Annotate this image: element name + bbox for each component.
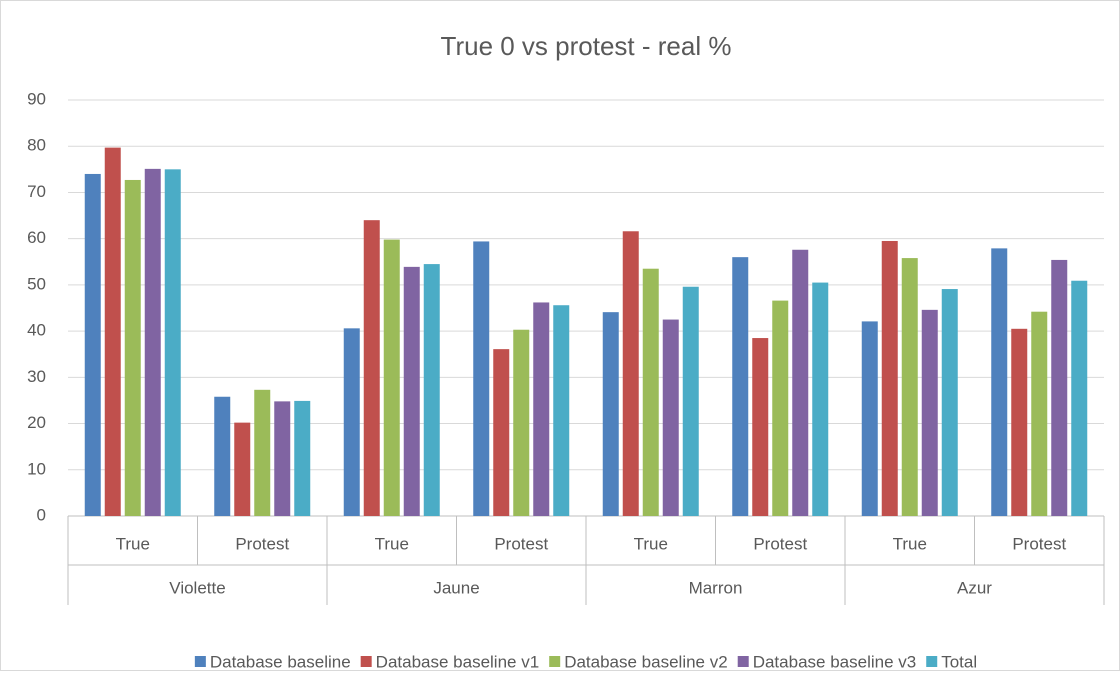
bar bbox=[473, 241, 490, 516]
y-tick-label: 20 bbox=[27, 413, 46, 432]
y-tick-label: 0 bbox=[37, 505, 46, 524]
x-tick-label: Protest bbox=[235, 534, 289, 553]
bar bbox=[642, 268, 659, 516]
bar bbox=[363, 220, 380, 516]
bar bbox=[84, 173, 101, 516]
bar bbox=[602, 312, 619, 516]
bar bbox=[772, 300, 789, 516]
bar bbox=[104, 147, 121, 516]
y-tick-label: 10 bbox=[27, 459, 46, 478]
legend-swatch bbox=[549, 656, 561, 667]
bar bbox=[792, 249, 809, 516]
bar bbox=[144, 168, 161, 517]
bar bbox=[294, 400, 311, 516]
legend-label: Database baseline bbox=[210, 652, 351, 671]
y-tick-label: 30 bbox=[27, 367, 46, 386]
legend-label: Database baseline v3 bbox=[753, 652, 917, 671]
y-tick-label: 50 bbox=[27, 274, 46, 293]
bar bbox=[991, 248, 1008, 516]
group-label: Violette bbox=[169, 578, 225, 597]
group-label: Marron bbox=[689, 578, 743, 597]
bar bbox=[403, 266, 420, 516]
group-label: Azur bbox=[957, 578, 992, 597]
bar bbox=[682, 286, 699, 516]
bar bbox=[234, 422, 251, 516]
x-tick-label: True bbox=[634, 534, 668, 553]
x-tick-label: Protest bbox=[1012, 534, 1066, 553]
legend-swatch bbox=[737, 656, 749, 667]
legend-swatch bbox=[360, 656, 372, 667]
bar bbox=[513, 329, 530, 516]
bar bbox=[124, 179, 141, 516]
bar bbox=[662, 319, 679, 516]
bar bbox=[881, 240, 898, 516]
bar bbox=[812, 282, 829, 516]
legend-label: Database baseline v2 bbox=[564, 652, 728, 671]
bar bbox=[861, 321, 878, 516]
x-tick-label: Protest bbox=[494, 534, 548, 553]
y-tick-label: 60 bbox=[27, 228, 46, 247]
x-tick-label: True bbox=[116, 534, 150, 553]
bar bbox=[164, 169, 181, 517]
x-tick-label: True bbox=[375, 534, 409, 553]
legend-label: Database baseline v1 bbox=[376, 652, 540, 671]
bar bbox=[423, 264, 440, 516]
bar bbox=[274, 401, 291, 516]
bar bbox=[254, 389, 271, 516]
bar bbox=[343, 328, 360, 516]
y-tick-label: 90 bbox=[27, 89, 46, 108]
bar bbox=[214, 396, 231, 516]
y-tick-label: 40 bbox=[27, 321, 46, 340]
bar bbox=[622, 231, 639, 516]
bar bbox=[1031, 311, 1048, 516]
bar bbox=[553, 305, 570, 516]
bar bbox=[533, 302, 550, 516]
bar bbox=[941, 289, 958, 516]
legend-label: Total bbox=[941, 652, 977, 671]
bar bbox=[1051, 259, 1068, 516]
group-label: Jaune bbox=[433, 578, 479, 597]
bar bbox=[921, 309, 938, 516]
y-tick-label: 80 bbox=[27, 136, 46, 155]
bar bbox=[493, 349, 510, 516]
chart-title: True 0 vs protest - real % bbox=[441, 31, 732, 61]
bar bbox=[752, 338, 769, 516]
bar bbox=[1071, 280, 1088, 516]
x-tick-label: Protest bbox=[753, 534, 807, 553]
y-tick-label: 70 bbox=[27, 182, 46, 201]
x-tick-label: True bbox=[893, 534, 927, 553]
bar bbox=[901, 258, 918, 516]
bar bbox=[1011, 328, 1028, 516]
legend-swatch bbox=[194, 656, 206, 667]
bar bbox=[383, 239, 400, 516]
legend-swatch bbox=[926, 656, 938, 667]
bar bbox=[732, 257, 749, 516]
